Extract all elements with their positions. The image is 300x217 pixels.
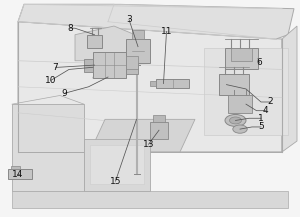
Text: 5: 5: [258, 122, 264, 132]
Polygon shape: [156, 79, 189, 88]
Polygon shape: [231, 48, 252, 61]
Ellipse shape: [230, 117, 242, 124]
Polygon shape: [132, 30, 144, 39]
Polygon shape: [150, 81, 156, 86]
Polygon shape: [84, 59, 93, 72]
Polygon shape: [93, 56, 126, 78]
Polygon shape: [219, 74, 249, 95]
Text: 10: 10: [45, 76, 57, 85]
Polygon shape: [228, 95, 252, 113]
Polygon shape: [18, 22, 282, 152]
Polygon shape: [12, 104, 84, 191]
Polygon shape: [126, 61, 138, 74]
Ellipse shape: [225, 115, 246, 126]
Polygon shape: [126, 39, 150, 63]
Text: 2: 2: [267, 97, 273, 107]
Text: 8: 8: [68, 24, 74, 33]
Text: 4: 4: [263, 106, 268, 115]
Polygon shape: [11, 166, 20, 169]
Polygon shape: [84, 139, 150, 191]
Text: 11: 11: [161, 27, 172, 36]
Polygon shape: [225, 48, 258, 69]
Polygon shape: [150, 122, 168, 139]
Polygon shape: [282, 26, 297, 152]
Text: 7: 7: [52, 63, 59, 72]
Polygon shape: [153, 115, 165, 122]
Polygon shape: [8, 169, 31, 179]
Text: 15: 15: [110, 177, 121, 186]
Polygon shape: [12, 191, 288, 208]
Text: 13: 13: [143, 140, 154, 149]
Polygon shape: [18, 4, 114, 22]
Polygon shape: [204, 48, 288, 135]
Polygon shape: [90, 145, 144, 184]
Polygon shape: [75, 26, 135, 61]
Text: 3: 3: [126, 15, 132, 24]
Text: 6: 6: [256, 58, 262, 67]
Text: 9: 9: [61, 89, 68, 98]
Text: 14: 14: [12, 170, 24, 179]
Polygon shape: [90, 119, 195, 152]
Polygon shape: [87, 35, 102, 48]
Polygon shape: [18, 4, 294, 39]
Polygon shape: [126, 56, 138, 69]
Ellipse shape: [233, 125, 247, 133]
Text: 1: 1: [258, 114, 264, 123]
Polygon shape: [93, 52, 126, 78]
